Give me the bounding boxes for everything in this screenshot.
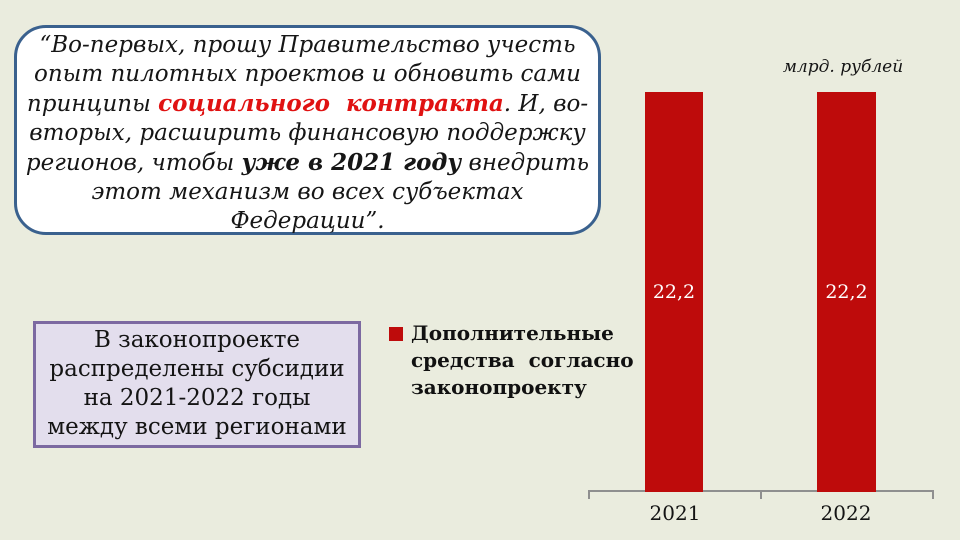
x-axis-tick: [588, 492, 590, 499]
quote-box: “Во-первых, прошу Правительство учесть о…: [14, 25, 601, 235]
category-label-2021: 2021: [649, 501, 701, 525]
info-line-1: В законопроекте: [93, 327, 301, 353]
quote-highlight-bold: уже в 2021 году: [241, 149, 462, 176]
quote-line-3: принципы социального контракта. И, во-: [17, 89, 598, 119]
legend-label: Дополнительные средства согласно законоп…: [411, 320, 634, 401]
info-line-3: на 2021-2022 годы: [83, 385, 311, 411]
bar-2021-value-label: 22,2: [652, 281, 696, 304]
info-line-4: между всеми регионами: [47, 414, 347, 440]
quote-line-2: опыт пилотных проектов и обновить сами: [33, 61, 581, 87]
quote-line-5-pre: регионов, чтобы: [25, 150, 242, 176]
bar-2022-value-label: 22,2: [825, 281, 868, 304]
bar-chart-plot-area: 22,2 22,2: [588, 42, 934, 499]
category-label-2022: 2022: [820, 501, 872, 525]
x-axis-line: [588, 490, 934, 492]
chart-legend: Дополнительные средства согласно законоп…: [389, 320, 634, 401]
quote-line-3-pre: принципы: [26, 91, 159, 117]
bar-2022: 22,2: [817, 92, 876, 492]
info-box: В законопроекте распределены субсидии на…: [33, 321, 361, 448]
quote-line-7: Федерации”.: [230, 208, 385, 234]
legend-line-1: Дополнительные: [411, 321, 614, 345]
quote-highlight-red: социального контракта: [158, 90, 504, 117]
legend-line-3: законопроекту: [411, 375, 587, 399]
legend-line-2: средства согласно: [411, 348, 634, 372]
legend-square-icon: [389, 327, 403, 341]
x-axis-tick: [932, 492, 934, 499]
quote-line-3-post: . И, во-: [503, 91, 589, 117]
quote-line-5-post: внедрить: [461, 150, 590, 176]
quote-line-6: этот механизм во всех субъектах: [91, 179, 524, 205]
quote-line-1: “Во-первых, прошу Правительство учесть: [39, 32, 576, 58]
x-axis-tick: [760, 492, 762, 499]
bar-2021: 22,2: [645, 92, 703, 492]
quote-line-4: вторых, расширить финансовую поддержку: [29, 120, 586, 146]
chart-unit-label: млрд. рублей: [782, 57, 904, 77]
info-line-2: распределены субсидии: [49, 356, 345, 382]
quote-line-5: регионов, чтобы уже в 2021 году внедрить: [17, 148, 598, 178]
